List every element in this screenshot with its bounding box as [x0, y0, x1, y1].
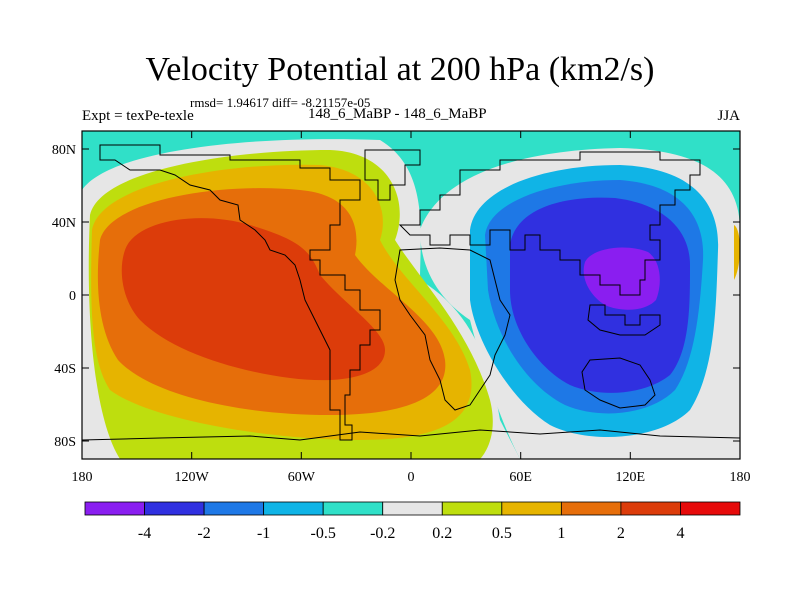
x-tick-label: 0	[408, 470, 415, 485]
x-tick-label: 180	[72, 470, 93, 485]
x-tick-labels: 180 120W 60W 0 60E 120E 180	[72, 470, 751, 485]
colorbar-swatch	[501, 501, 562, 516]
colorbar-label: 0.2	[432, 525, 452, 542]
colorbar-swatch	[441, 501, 503, 516]
coastline-maritime	[587, 304, 661, 336]
colorbar-label: -1	[257, 525, 270, 542]
y-tick-label: 0	[69, 289, 76, 304]
colorbar-swatch	[263, 501, 324, 516]
contour-neg-4	[583, 247, 660, 310]
coastline-americas	[99, 144, 381, 441]
y-tick-label: 80S	[54, 435, 76, 450]
colorbar-swatch	[382, 501, 443, 516]
colorbar-label: -4	[138, 525, 151, 542]
y-tick-label: 40N	[52, 216, 76, 231]
colorbar-swatch	[680, 501, 741, 516]
coastline-africa	[394, 247, 511, 411]
tick-marks	[81, 131, 741, 459]
coastline-eurasia	[398, 151, 701, 296]
x-tick-label: 120E	[616, 470, 646, 485]
colorbar-swatch	[620, 501, 681, 516]
colorbar-label: 4	[676, 525, 684, 542]
colorbar-swatch	[203, 501, 265, 516]
colorbar-swatch	[144, 501, 205, 516]
case-label: 148_6_MaBP - 148_6_MaBP	[308, 106, 487, 122]
colorbar-labels: -4 -2 -1 -0.5 -0.2 0.2 0.5 1 2 4	[138, 525, 685, 542]
colorbar-label: 1	[557, 525, 565, 542]
experiment-label: Expt = texPe-texle	[82, 108, 194, 124]
x-tick-label: 180	[730, 470, 751, 485]
x-tick-label: 60W	[288, 470, 316, 485]
chart-title: Velocity Potential at 200 hPa (km2/s)	[145, 51, 655, 88]
colorbar	[84, 501, 741, 516]
colorbar-label: -2	[197, 525, 210, 542]
coastlines	[82, 144, 740, 441]
x-tick-label: 60E	[509, 470, 532, 485]
season-label: JJA	[717, 108, 740, 124]
y-tick-label: 40S	[54, 362, 76, 377]
y-tick-labels: 80N 40N 0 40S 80S	[52, 143, 76, 450]
x-tick-label: 120W	[175, 470, 210, 485]
colorbar-label: 0.5	[492, 525, 512, 542]
y-tick-label: 80N	[52, 143, 76, 158]
contour-pos-2	[121, 218, 385, 381]
coastline-antarctica	[82, 429, 740, 441]
colorbar-swatch	[84, 501, 145, 516]
contour-field	[82, 131, 740, 459]
colorbar-swatch	[322, 501, 384, 516]
colorbar-label: 2	[617, 525, 625, 542]
rmsd-diff-text: rmsd= 1.94617 diff= -8.21157e-05	[190, 95, 371, 110]
coastline-australia	[581, 357, 656, 409]
edge-band-east	[734, 225, 740, 280]
colorbar-label: -0.2	[370, 525, 395, 542]
colorbar-swatch	[560, 501, 622, 516]
coastline-greenland	[364, 149, 421, 201]
colorbar-label: -0.5	[311, 525, 336, 542]
